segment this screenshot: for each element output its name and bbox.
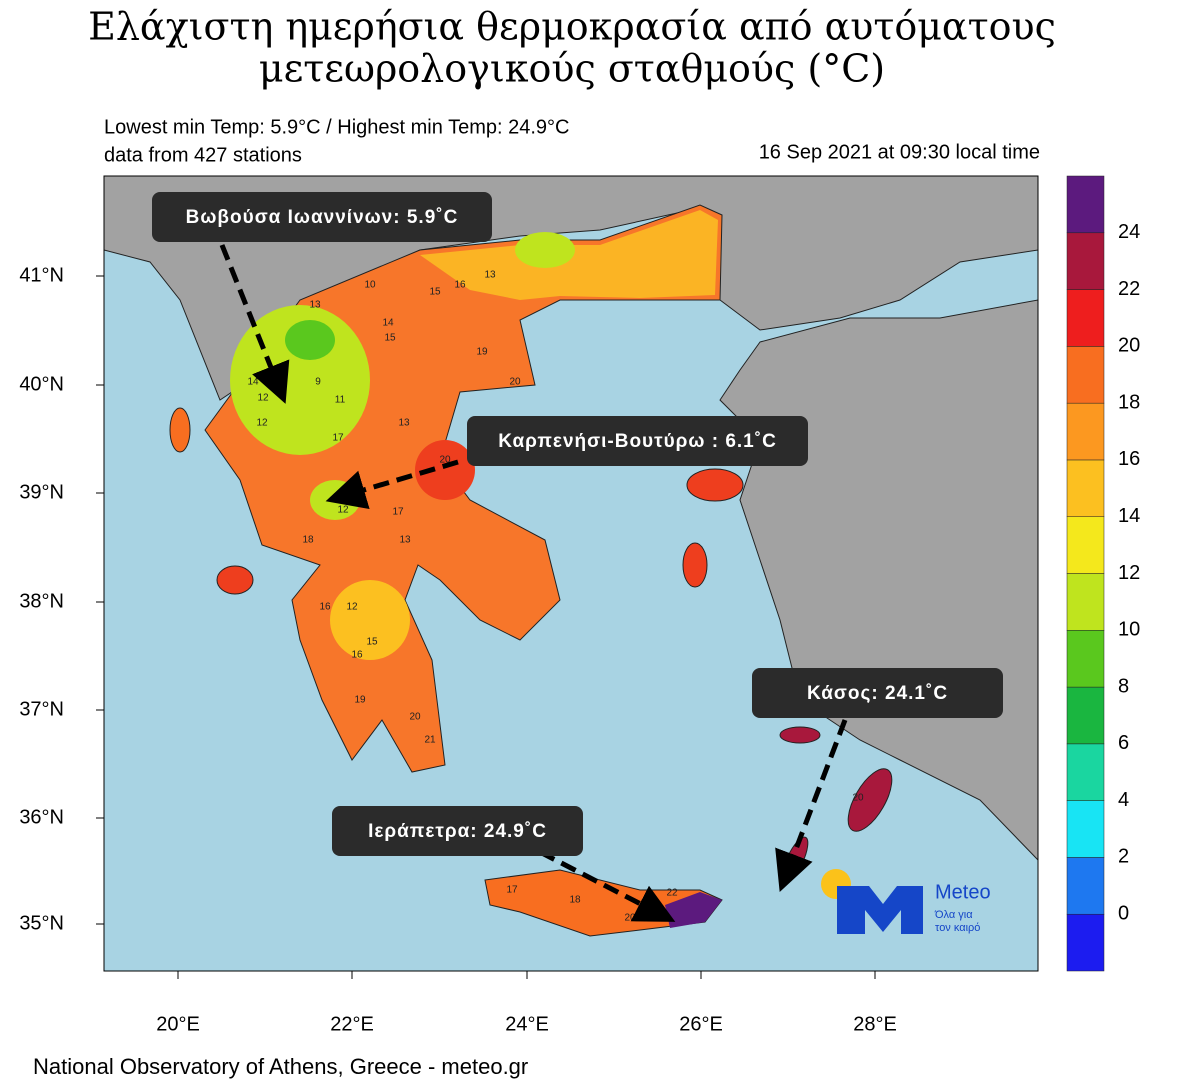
colorbar-swatch — [1066, 402, 1105, 461]
annotation-arrow — [219, 244, 290, 404]
station-value: 19 — [476, 347, 488, 358]
station-value: 17 — [506, 885, 518, 896]
colorbar-label: 14 — [1118, 505, 1140, 527]
station-value: 16 — [351, 650, 363, 661]
colorbar-label: 24 — [1118, 221, 1140, 243]
title: μετεωρολογικούς σταθμούς (°C) — [259, 47, 885, 91]
station-value: 12 — [346, 602, 358, 613]
lat-label: 41°N — [19, 264, 64, 286]
logo-name: Meteo — [935, 881, 991, 903]
map-frame — [103, 175, 1039, 972]
colorbar-swatch — [1066, 175, 1105, 234]
station-value: 21 — [424, 735, 436, 746]
lat-label: 40°N — [19, 373, 64, 395]
colorbar-swatch — [1066, 800, 1105, 858]
colorbar-label: 12 — [1118, 562, 1140, 584]
logo-tagline: τον καιρό — [935, 922, 980, 934]
colorbar-label: 16 — [1118, 448, 1140, 470]
lat-label: 36°N — [19, 806, 64, 828]
colorbar-label: 18 — [1118, 391, 1140, 413]
station-value: 20 — [409, 712, 421, 723]
colorbar-label: 2 — [1118, 846, 1129, 868]
station-value: 19 — [354, 695, 366, 706]
logo-mark — [837, 886, 923, 934]
station-value: 20 — [852, 793, 864, 804]
annotation-arrow — [325, 459, 459, 510]
station-value: 20 — [624, 913, 636, 924]
date: 16 Sep 2021 at 09:30 local time — [759, 141, 1040, 163]
station-value: 17 — [392, 507, 404, 518]
station-value: 12 — [257, 393, 269, 404]
station-value: 20 — [439, 455, 451, 466]
colorbar-swatch — [1066, 630, 1105, 688]
colorbar-label: 8 — [1118, 675, 1129, 697]
lon-label: 28°E — [853, 1013, 897, 1035]
station-value: 13 — [399, 535, 411, 546]
station-value: 15 — [384, 333, 396, 344]
station-value: 15 — [429, 287, 441, 298]
colorbar-label: 10 — [1118, 619, 1140, 641]
lon-label: 22°E — [330, 1013, 374, 1035]
annotation-text: Ιεράπετρα: 24.9˚C — [368, 821, 547, 842]
colorbar-label: 0 — [1118, 902, 1129, 924]
station-value: 10 — [364, 280, 376, 291]
station-value: 16 — [319, 602, 331, 613]
station-value: 11 — [335, 395, 346, 406]
annotation-box — [752, 668, 1003, 718]
colorbar-swatch — [1066, 516, 1105, 574]
station-value: 22 — [666, 888, 678, 899]
colorbar-label: 20 — [1118, 335, 1140, 357]
annotation-text: Κάσος: 24.1˚C — [807, 683, 948, 704]
colorbar-swatch — [1066, 686, 1105, 745]
annotation-box — [467, 416, 808, 466]
lat-label: 35°N — [19, 912, 64, 934]
station-value: 13 — [398, 418, 410, 429]
subtitle: Lowest min Temp: 5.9°C / Highest min Tem… — [104, 116, 569, 138]
colorbar-label: 22 — [1118, 278, 1140, 300]
colorbar-swatch — [1066, 743, 1105, 801]
station-value: 12 — [256, 418, 268, 429]
station-value: 18 — [569, 895, 581, 906]
station-value: 15 — [366, 637, 378, 648]
lon-label: 20°E — [156, 1013, 200, 1035]
annotation-text: Βωβούσα Ιωαννίνων: 5.9˚C — [186, 207, 459, 228]
lat-label: 37°N — [19, 698, 64, 720]
colorbar-swatch — [1066, 289, 1105, 347]
lat-label: 38°N — [19, 590, 64, 612]
station-value: 13 — [484, 270, 496, 281]
lon-label: 24°E — [505, 1013, 549, 1035]
annotation-arrow — [775, 719, 848, 893]
colorbar-label: 6 — [1118, 732, 1129, 754]
colorbar-swatch — [1066, 459, 1105, 517]
colorbar-swatch — [1066, 573, 1105, 631]
annotation-text: Καρπενήσι-Βουτύρω : 6.1˚C — [498, 431, 777, 452]
colorbar-swatch — [1066, 857, 1105, 915]
station-value: 9 — [315, 377, 321, 388]
annotation-box — [152, 192, 492, 242]
station-value: 18 — [302, 535, 314, 546]
colorbar-swatch — [1066, 232, 1105, 290]
logo-tagline: Όλα για — [934, 909, 973, 921]
colorbar-label: 4 — [1118, 789, 1129, 811]
footer: National Observatory of Athens, Greece -… — [33, 1054, 528, 1079]
station-value: 13 — [309, 300, 321, 311]
lat-label: 39°N — [19, 481, 64, 503]
subtitle: data from 427 stations — [104, 144, 302, 166]
colorbar-swatch — [1066, 913, 1105, 972]
station-value: 17 — [332, 433, 344, 444]
title: Ελάχιστη ημερήσια θερμοκρασία από αυτόμα… — [88, 5, 1056, 49]
annotation-box — [332, 806, 583, 856]
lon-label: 26°E — [679, 1013, 723, 1035]
station-value: 12 — [337, 505, 349, 516]
station-value: 20 — [509, 377, 521, 388]
station-value: 14 — [382, 318, 394, 329]
station-value: 16 — [454, 280, 466, 291]
colorbar-swatch — [1066, 346, 1105, 404]
station-value: 14 — [247, 377, 259, 388]
